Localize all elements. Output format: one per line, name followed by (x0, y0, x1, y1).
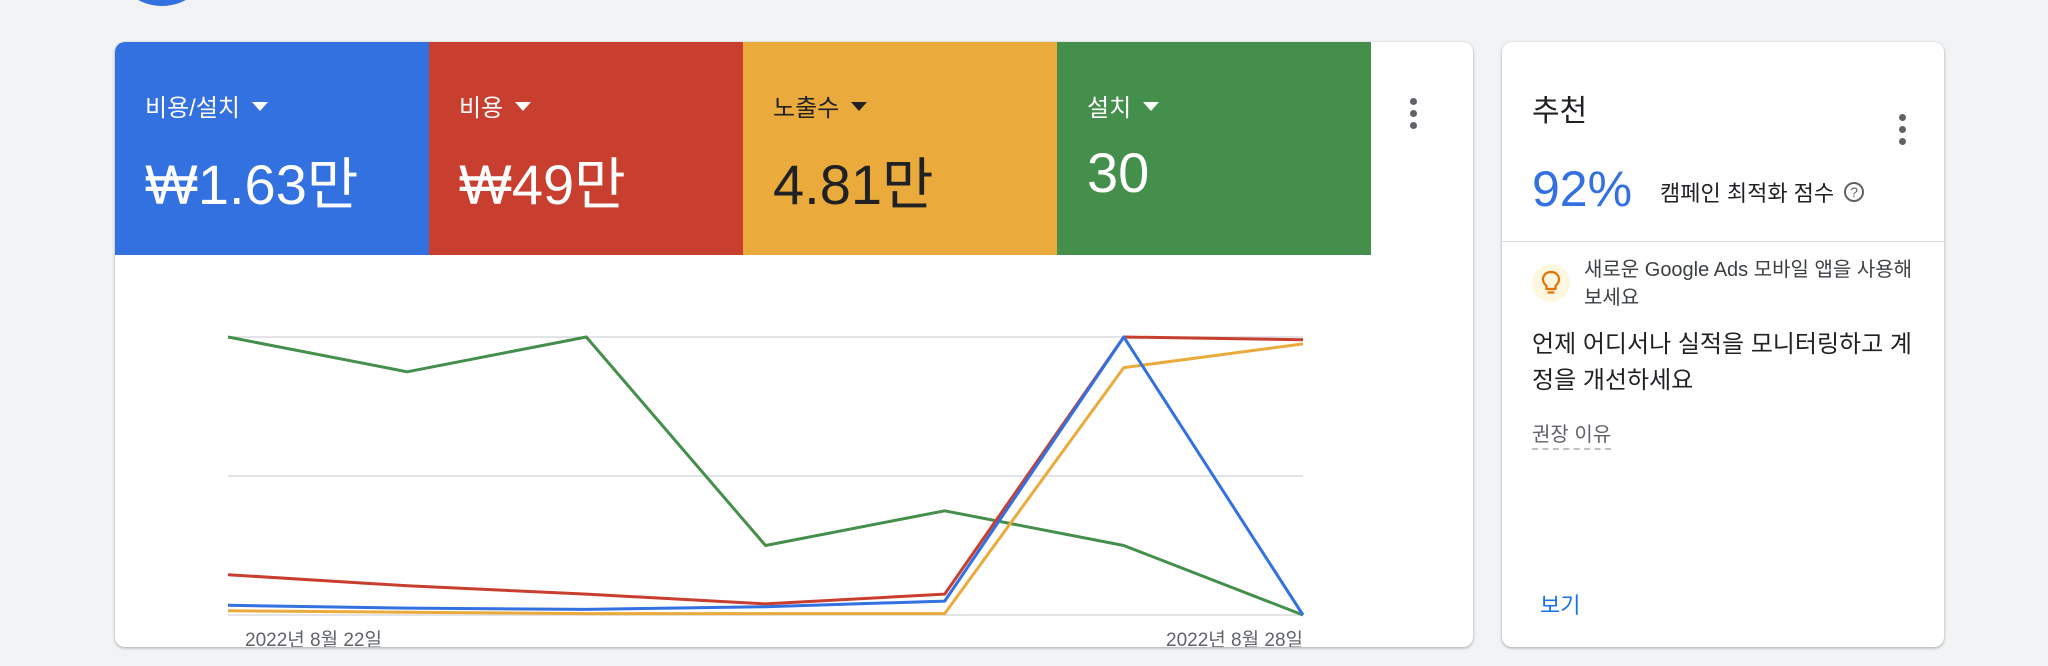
performance-card: 비용/설치 ₩1.63만 비용 ₩49만 노출수 4.81만 설치 30 (115, 42, 1473, 647)
optimization-score: 92% (1532, 161, 1633, 217)
metric-value-cost-per-install: ₩1.63만 (145, 153, 359, 216)
series-line-3 (227, 335, 1305, 616)
help-icon[interactable]: ? (1844, 182, 1865, 202)
caret-down-icon (515, 102, 532, 111)
view-button[interactable]: 보기 (1540, 593, 1581, 618)
optimization-score-label: 캠페인 최적화 점수 ? (1660, 176, 1865, 208)
recommendation-headline: 언제 어디서나 실적을 모니터링하고 계정을 개선하세요 (1532, 331, 1912, 394)
avatar[interactable] (112, 0, 212, 6)
recommendation-reason-link[interactable]: 권장 이유 (1532, 418, 1612, 450)
metric-label-installs[interactable]: 설치 (1087, 88, 1160, 123)
metric-tile-impressions[interactable]: 노출수 4.81만 (743, 42, 1057, 255)
metric-value-impressions: 4.81만 (773, 153, 934, 216)
more-options-icon[interactable] (1882, 105, 1922, 153)
divider (1502, 241, 1944, 242)
series-line-0 (227, 335, 1304, 617)
metric-label-cost-per-install[interactable]: 비용/설치 (145, 88, 268, 123)
metric-tile-cost-per-install[interactable]: 비용/설치 ₩1.63만 (115, 42, 429, 255)
recommendation-card: 추천 92% 캠페인 최적화 점수 ? 새로운 Google Ads 모바일 앱… (1502, 42, 1944, 647)
x-tick-label-end: 2022년 8월 28일 (1166, 629, 1303, 647)
performance-line-chart: 2022년 8월 22일 2022년 8월 28일 (227, 335, 1305, 647)
more-options-icon[interactable] (1393, 89, 1433, 137)
recommendation-subtitle: 새로운 Google Ads 모바일 앱을 사용해 보세요 (1584, 259, 1913, 309)
caret-down-icon (851, 102, 868, 111)
metric-label-impressions[interactable]: 노출수 (773, 88, 868, 123)
metric-value-cost: ₩49만 (459, 153, 626, 216)
series-line-1 (227, 335, 1304, 606)
metric-label-cost[interactable]: 비용 (459, 88, 532, 123)
lightbulb-icon (1532, 264, 1570, 302)
metric-tile-cost[interactable]: 비용 ₩49만 (429, 42, 743, 255)
metric-tile-installs[interactable]: 설치 30 (1057, 42, 1371, 255)
metric-value-installs: 30 (1087, 141, 1150, 204)
x-tick-label-start: 2022년 8월 22일 (245, 629, 382, 647)
recommendation-title: 추천 (1532, 95, 1588, 128)
series-line-2 (227, 342, 1304, 616)
caret-down-icon (1143, 102, 1160, 111)
caret-down-icon (252, 102, 268, 111)
metric-tiles: 비용/설치 ₩1.63만 비용 ₩49만 노출수 4.81만 설치 30 (115, 42, 1371, 255)
